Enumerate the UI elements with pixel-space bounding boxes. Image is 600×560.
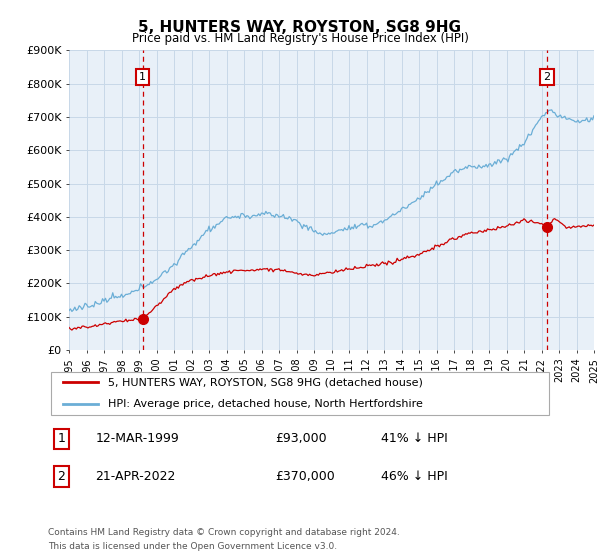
Text: £370,000: £370,000: [275, 470, 335, 483]
Text: 2: 2: [543, 72, 550, 82]
Text: 21-APR-2022: 21-APR-2022: [95, 470, 176, 483]
Text: 1: 1: [57, 432, 65, 445]
Text: 1: 1: [139, 72, 146, 82]
Text: This data is licensed under the Open Government Licence v3.0.: This data is licensed under the Open Gov…: [48, 542, 337, 551]
Text: 5, HUNTERS WAY, ROYSTON, SG8 9HG (detached house): 5, HUNTERS WAY, ROYSTON, SG8 9HG (detach…: [109, 377, 424, 388]
Text: Price paid vs. HM Land Registry's House Price Index (HPI): Price paid vs. HM Land Registry's House …: [131, 32, 469, 45]
Text: 2: 2: [57, 470, 65, 483]
Text: 12-MAR-1999: 12-MAR-1999: [95, 432, 179, 445]
Text: £93,000: £93,000: [275, 432, 326, 445]
Text: 5, HUNTERS WAY, ROYSTON, SG8 9HG: 5, HUNTERS WAY, ROYSTON, SG8 9HG: [139, 20, 461, 35]
Text: Contains HM Land Registry data © Crown copyright and database right 2024.: Contains HM Land Registry data © Crown c…: [48, 528, 400, 536]
Text: 41% ↓ HPI: 41% ↓ HPI: [380, 432, 448, 445]
FancyBboxPatch shape: [50, 372, 550, 415]
Text: HPI: Average price, detached house, North Hertfordshire: HPI: Average price, detached house, Nort…: [109, 399, 424, 409]
Text: 46% ↓ HPI: 46% ↓ HPI: [380, 470, 448, 483]
